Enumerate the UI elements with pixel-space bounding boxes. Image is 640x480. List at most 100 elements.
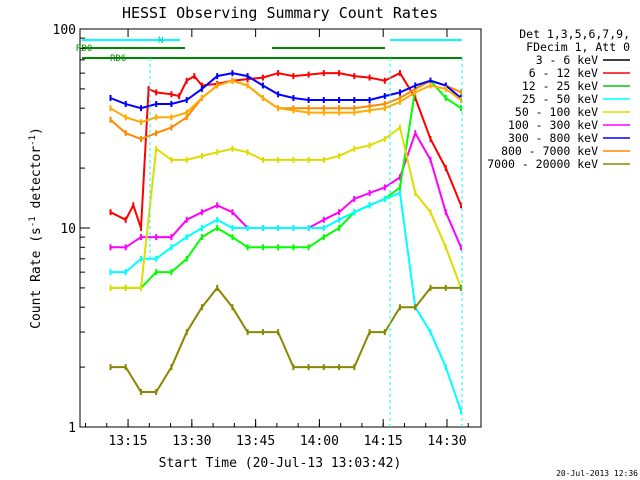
series-point-8-20 <box>414 304 417 311</box>
series-point-4-5 <box>185 156 188 163</box>
series-point-1-8 <box>231 209 234 216</box>
series-point-5-18 <box>383 101 386 107</box>
series-point-4-15 <box>338 153 341 159</box>
series-point-3-3 <box>155 255 158 262</box>
series-point-7-20 <box>414 89 417 96</box>
series-point-6-5 <box>185 97 188 103</box>
series-point-2-15 <box>338 225 341 231</box>
series-point-6-11 <box>277 91 280 98</box>
y-tick-label-0: 1 <box>68 421 76 436</box>
series-point-5-15 <box>338 105 341 112</box>
series-point-7-0 <box>109 105 112 112</box>
series-point-4-13 <box>307 156 310 163</box>
series-point-3-9 <box>246 225 249 231</box>
x-axis-label: Start Time (20-Jul-13 13:03:42) <box>159 456 402 471</box>
series-point-8-13 <box>307 364 310 371</box>
series-point-5-20 <box>414 85 417 92</box>
series-point-6-6 <box>200 85 203 92</box>
x-tick-label-5: 14:30 <box>427 434 466 449</box>
series-point-5-4 <box>170 124 173 131</box>
series-point-0-17 <box>307 71 310 78</box>
series-point-1-6 <box>200 209 203 216</box>
series-point-1-7 <box>216 202 219 209</box>
series-point-8-15 <box>338 364 341 371</box>
series-point-0-10 <box>200 82 203 89</box>
series-point-1-14 <box>322 216 325 223</box>
series-point-4-12 <box>292 156 295 163</box>
series-point-4-20 <box>414 190 417 196</box>
series-point-8-22 <box>444 284 447 291</box>
legend-label-4: 50 - 100 keV <box>515 105 598 119</box>
series-point-1-17 <box>368 190 371 196</box>
series-point-6-20 <box>414 82 417 89</box>
series-point-7-13 <box>307 109 310 116</box>
series-point-4-18 <box>383 136 386 142</box>
series-line-1 <box>110 130 462 249</box>
series-point-6-2 <box>140 105 142 112</box>
series-point-4-14 <box>322 156 325 163</box>
series-point-2-3 <box>155 269 158 276</box>
series-point-8-5 <box>185 329 188 336</box>
flag-label-n: N <box>158 36 163 46</box>
flag-label-rd0: RD0 <box>76 44 92 54</box>
series-point-8-10 <box>261 329 264 336</box>
series-point-2-9 <box>246 244 249 251</box>
series-point-2-12 <box>292 244 295 251</box>
series-point-7-12 <box>292 107 295 114</box>
series-point-0-20 <box>353 73 356 80</box>
y-axis-label-close: ) <box>29 127 44 135</box>
legend-label-3: 25 - 50 keV <box>522 92 598 106</box>
series-point-3-0 <box>109 269 112 276</box>
series-point-7-10 <box>261 95 264 101</box>
series-line-4 <box>110 125 462 289</box>
series-point-1-19 <box>399 174 401 181</box>
series-point-5-14 <box>322 105 325 112</box>
series-point-2-4 <box>170 269 173 276</box>
series-point-2-5 <box>185 255 188 262</box>
series-point-1-18 <box>383 184 386 191</box>
chart-title: HESSI Observing Summary Count Rates <box>122 4 438 22</box>
series-point-6-13 <box>307 97 310 103</box>
series-point-7-9 <box>246 82 249 89</box>
series-point-0-7 <box>178 93 181 100</box>
series-point-6-16 <box>353 97 356 103</box>
series-point-2-7 <box>216 225 219 231</box>
series-point-8-19 <box>399 304 401 311</box>
series-point-2-22 <box>444 95 447 101</box>
series-point-3-2 <box>140 255 142 262</box>
series-point-7-22 <box>444 85 447 92</box>
series-point-7-18 <box>383 105 386 112</box>
series-line-3 <box>110 191 462 412</box>
series-point-6-9 <box>246 73 249 80</box>
series-point-3-8 <box>231 225 234 231</box>
y-axis-label-sup: -1 <box>28 216 38 227</box>
series-point-4-16 <box>353 145 356 152</box>
series-line-5 <box>109 79 462 141</box>
series-point-4-22 <box>444 244 447 251</box>
series-point-4-21 <box>429 209 432 216</box>
series-point-0-5 <box>155 89 158 96</box>
series-point-2-11 <box>277 244 280 251</box>
legend-header-1: Det 1,3,5,6,7,9, <box>519 27 630 41</box>
series-point-6-10 <box>261 82 264 89</box>
series-point-4-9 <box>246 149 249 156</box>
series-point-8-18 <box>383 329 386 336</box>
series-point-3-15 <box>338 216 341 223</box>
y-tick-label-1: 10 <box>60 222 76 237</box>
series-point-8-12 <box>292 364 295 371</box>
series-line-6 <box>110 72 462 110</box>
series-point-2-19 <box>399 184 401 191</box>
series-point-0-0 <box>109 209 112 216</box>
series-point-8-8 <box>231 304 234 311</box>
series-point-0-27 <box>460 202 462 209</box>
series-point-8-17 <box>368 329 371 336</box>
series-point-1-16 <box>353 195 356 202</box>
series-point-5-5 <box>185 114 188 121</box>
series-point-8-2 <box>140 389 142 395</box>
series-point-2-6 <box>200 234 203 241</box>
series-point-5-23 <box>460 89 462 96</box>
series-point-8-3 <box>155 389 158 395</box>
series-point-3-17 <box>368 202 371 209</box>
y-axis-label-end: detector <box>29 146 44 217</box>
legend-label-0: 3 - 6 keV <box>536 53 598 67</box>
